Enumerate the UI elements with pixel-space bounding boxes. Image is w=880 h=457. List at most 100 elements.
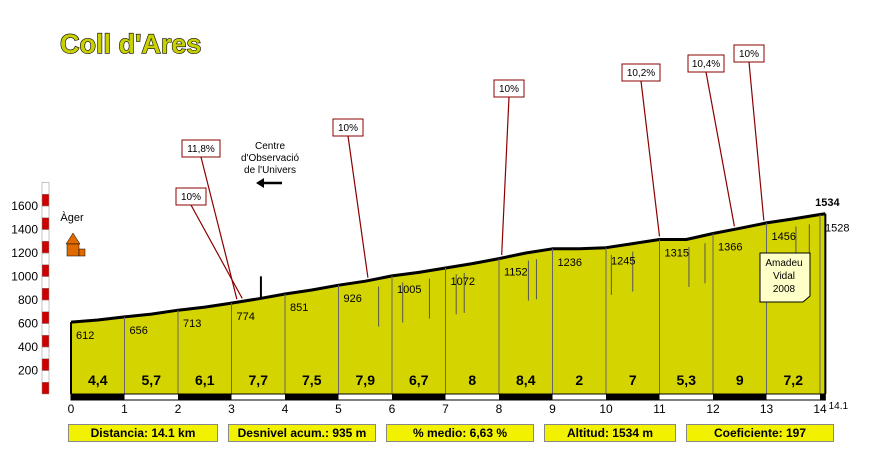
y-axis-labels: 200 400 600 800 1000 1200 1400 1600 [11,199,38,378]
x-axis-segment [713,394,767,400]
gradient-callout: 10% [733,44,765,221]
x-tick-label: 10 [599,402,613,416]
callout-pointer [640,80,661,237]
km-gradient-label: 5,7 [142,372,162,388]
credit-frame [759,252,811,303]
km-gradient-labels: 4,4 5,7 6,1 7,7 7,5 7,9 6,7 8 8,4 2 7 5,3 9 7,2 [88,372,803,388]
altitude-label: 1528 [825,222,849,234]
km-gradient-label: 6,1 [195,372,215,388]
km-gradient-label: 7,7 [249,372,269,388]
y-scale-segment [41,205,50,218]
callout-box [733,44,765,63]
km-gradient-label: 2 [575,372,583,388]
village-roof [65,232,81,245]
gradient-callouts: 10% 11,8% 10% 10% 10,2% 10,4% 10% [175,44,765,300]
callout-label: 11,8% [187,144,215,155]
stat-distance: Distancia: 14.1 km [68,424,218,442]
x-tick-label: 14 [813,402,827,416]
altitude-label: 1456 [772,231,796,243]
km-gradient-label: 7,2 [784,372,804,388]
altitude-label: 1315 [665,247,689,259]
y-scale-segment [41,370,50,383]
callout-label: 10% [338,123,358,134]
altitude-label: 1366 [718,241,742,253]
callout-box [493,79,525,98]
gradient-callout: 10% [175,187,243,299]
village-wall [66,243,80,257]
profile-fill [71,213,826,394]
callout-box [181,139,221,158]
x-tick-label: 6 [389,402,396,416]
y-tick-label: 200 [18,364,38,378]
observatory-label: de l'Univers [244,165,296,176]
y-tick-label: 600 [18,317,38,331]
y-scale-segment [41,194,50,207]
x-axis-segment [392,394,446,400]
gradient-callout: 10% [332,118,369,278]
profile-outline [70,212,826,324]
x-axis-segment [178,394,232,400]
x-tick-label: 13 [760,402,774,416]
x-tick-label: 1 [121,402,128,416]
callout-pointer [501,96,510,256]
x-axis-segment [499,394,553,400]
altitude-label: 851 [290,302,308,314]
km-gradient-label: 8 [468,372,476,388]
y-scale-segment [41,335,50,348]
y-tick-label: 1400 [11,223,38,237]
callout-pointer [748,61,765,221]
callout-pointer [190,204,243,299]
altitude-label: 1152 [504,267,528,279]
observatory-arrow-head [256,178,264,188]
stat-coefficient: Coeficiente: 197 [686,424,834,442]
gradient-callout: 10,2% [621,63,661,237]
altitude-label: 612 [76,330,94,342]
x-tick-label: 5 [335,402,342,416]
gradient-callout: 11,8% [181,139,238,300]
y-scale-segment [41,276,50,289]
y-scale-bar [41,182,50,395]
gradient-callout: 10,4% [687,54,735,227]
km-gradient-label: 7,5 [302,372,322,388]
callout-label: 10% [499,84,519,95]
x-tick-label: 8 [496,402,503,416]
callout-box [175,187,207,206]
x-tick-label: 0 [68,402,75,416]
altitude-label: 926 [344,293,362,305]
x-tick-label: 12 [706,402,720,416]
observatory-label: d'Observació [241,153,299,164]
y-scale-segment [41,382,50,395]
altitude-label: 1236 [558,257,582,269]
stat-avg-gradient: % medio: 6,63 % [386,424,534,442]
altitude-label: 1005 [397,284,421,296]
altitude-label: 1245 [611,256,635,268]
credit-box: Amadeu Vidal 2008 [759,252,811,303]
x-tick-label: 3 [228,402,235,416]
stat-elevation-gain: Desnivel acum.: 935 m [228,424,376,442]
y-scale-segment [41,358,50,371]
callout-label: 10% [739,49,759,60]
x-tick-label: 7 [442,402,449,416]
x-axis-segment [606,394,660,400]
x-axis-segment [71,394,125,400]
profile-area [70,212,827,394]
x-axis: 0 1 2 3 4 5 6 7 8 9 10 11 12 13 14 14.1 [68,393,849,416]
km-gradient-label: 9 [736,372,744,388]
y-scale-segment [41,288,50,301]
x-end-label: 14.1 [829,401,849,412]
y-tick-label: 1200 [11,246,38,260]
callout-pointer [347,135,369,278]
y-tick-label: 1000 [11,270,38,284]
y-scale-segment [41,299,50,312]
stat-altitude: Altitud: 1534 m [544,424,676,442]
km-gradient-label: 5,3 [677,372,697,388]
x-axis-segment [820,394,826,400]
km-gradient-label: 6,7 [409,372,429,388]
altitude-label: 774 [237,311,255,323]
x-tick-label: 2 [175,402,182,416]
y-scale-segment [41,229,50,242]
y-tick-label: 1600 [11,199,38,213]
callout-box [332,118,364,137]
